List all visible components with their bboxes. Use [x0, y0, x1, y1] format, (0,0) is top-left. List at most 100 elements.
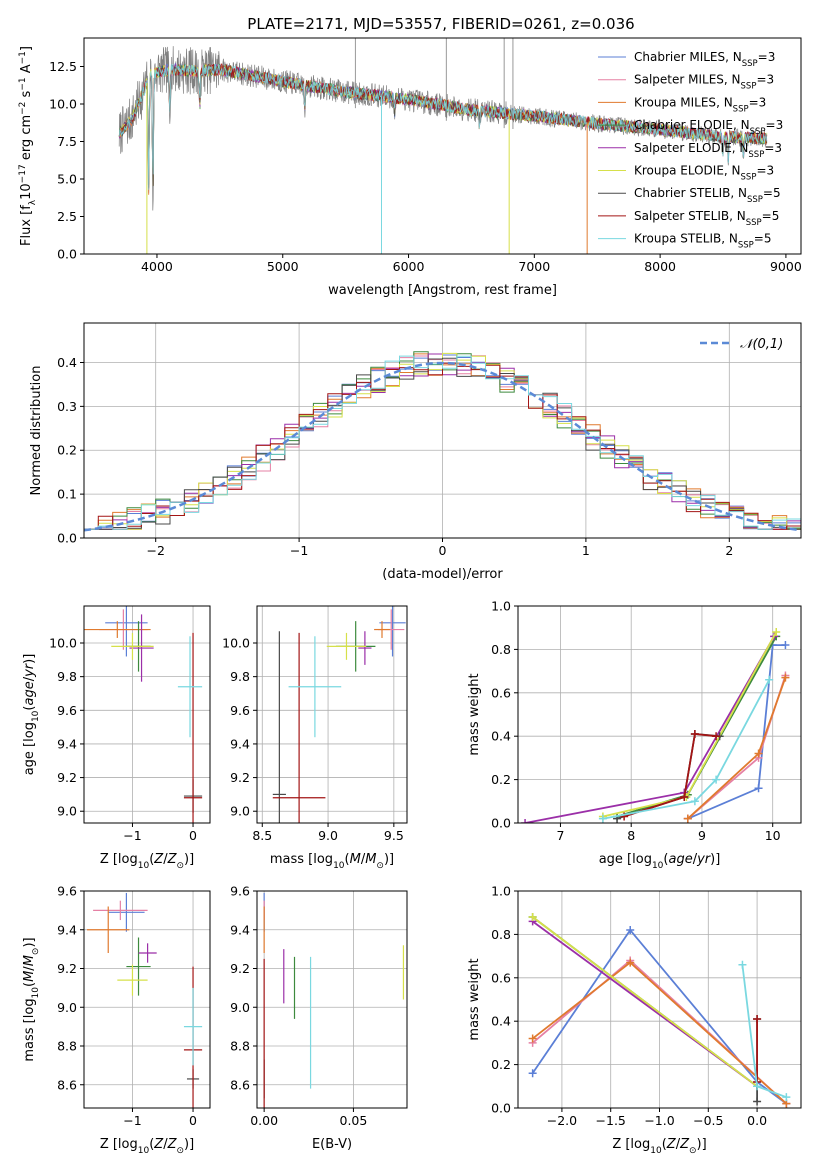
- y-tick-label: 0.0: [491, 1101, 511, 1116]
- y-tick-label: 0.6: [491, 685, 511, 700]
- x-tick-label: −2: [146, 543, 164, 558]
- x-tick-label: −1.5: [596, 1113, 626, 1128]
- weight-line-kroupa-elodie: [532, 916, 758, 1088]
- x-axis-label: mass [log10(M/M⊙)]: [270, 852, 394, 871]
- x-tick-label: −2.0: [547, 1113, 577, 1128]
- y-axis-label: mass weight: [467, 673, 482, 755]
- x-tick-label: 0: [189, 1113, 197, 1128]
- weight-marker: [528, 1034, 537, 1043]
- weight-line-chabrier-elodie: [616, 635, 777, 818]
- y-tick-label: 9.0: [230, 804, 250, 819]
- axes-frame: [256, 890, 408, 1109]
- y-tick-label: 0.2: [491, 1057, 511, 1072]
- y-axis-label: Normed distribution: [29, 366, 44, 496]
- mass-vs-metallicity-panel: −1 0 8.6 8.8 9.0 9.2 9.4 9.6 Z [log10(Z/Z⊙)] mass…: [22, 884, 211, 1156]
- x-axis-label: (data-model)/error: [382, 567, 503, 582]
- y-tick-label: 0.0: [491, 816, 511, 831]
- x-tick-label: 8000: [644, 259, 676, 274]
- weight-vs-metallicity-panel: −2.0 −1.5 −1.0 −0.5 0.0 0.0 0.2 0.4 0.6 0.8 1.0 Z […: [467, 884, 802, 1156]
- y-tick-label: 0.2: [57, 443, 77, 458]
- y-tick-label: 9.4: [230, 736, 250, 751]
- y-tick-label: 9.8: [57, 669, 77, 684]
- x-tick-label: 0.05: [340, 1113, 368, 1128]
- model-line-kroupa-stelib: [118, 63, 768, 190]
- y-tick-label: 9.4: [57, 922, 77, 937]
- x-tick-label: −1: [123, 1113, 141, 1128]
- legend-entry: Salpeter STELIB, NSSP=5: [634, 209, 779, 228]
- y-tick-label: 7.5: [57, 134, 77, 149]
- axes-frame: [83, 890, 211, 1109]
- x-axis-label: Z [log10(Z/Z⊙)]: [100, 1137, 194, 1156]
- x-tick-label: −1.0: [644, 1113, 674, 1128]
- y-tick-label: 0.4: [491, 729, 511, 744]
- y-axis-label: Flux [fλ10−17 erg cm−2 s−1 A−1]: [18, 46, 38, 246]
- residual-histogram-kroupa-stelib: [84, 355, 801, 530]
- weight-marker: [680, 792, 689, 801]
- y-tick-label: 9.0: [230, 1000, 250, 1015]
- y-tick-label: 0.3: [57, 399, 77, 414]
- axes-frame: [83, 37, 802, 255]
- x-tick-label: 0: [189, 828, 197, 843]
- y-tick-label: 1.0: [491, 599, 511, 614]
- legend-entry: 𝒩(0,1): [740, 337, 783, 352]
- mass-vs-ebv-panel: 0.00 0.05 8.6 8.8 9.0 9.2 9.4 9.6 E(B-V): [230, 884, 408, 1152]
- residual-histogram-chabrier-stelib: [84, 357, 801, 530]
- weight-marker: [781, 673, 790, 682]
- weight-marker: [782, 1093, 791, 1102]
- figure-title: PLATE=2171, MJD=53557, FIBERID=0261, z=0…: [247, 15, 634, 33]
- plot-area: [528, 913, 791, 1108]
- y-tick-label: 8.6: [57, 1077, 77, 1092]
- y-tick-label: 0.4: [491, 1014, 511, 1029]
- x-axis-label: E(B-V): [312, 1137, 352, 1152]
- y-tick-label: 0.4: [57, 355, 77, 370]
- x-tick-label: 9: [698, 828, 706, 843]
- weight-marker: [754, 749, 763, 758]
- weight-marker: [626, 926, 635, 935]
- x-tick-label: 10: [765, 828, 781, 843]
- legend-entry: Kroupa MILES, NSSP=3: [634, 95, 766, 114]
- y-tick-label: 8.8: [230, 1039, 250, 1054]
- weight-vs-age-panel: 7 8 9 10 0.0 0.2 0.4 0.6 0.8 1.0 age [log10(age/yr…: [467, 599, 802, 871]
- spectrum-panel: 4000 5000 6000 7000 8000 9000 0.0 2.5 5.0 7.5 10.0…: [18, 37, 802, 298]
- axes-frame: [83, 605, 211, 824]
- legend-entry: Chabrier STELIB, NSSP=5: [634, 186, 781, 205]
- residual-histogram-salpeter-stelib: [84, 362, 801, 530]
- weight-marker: [781, 641, 790, 650]
- weight-marker: [753, 1082, 762, 1091]
- weight-line-salpeter-elodie: [524, 635, 775, 823]
- y-tick-label: 12.5: [49, 59, 77, 74]
- weight-marker: [772, 628, 781, 637]
- y-tick-label: 8.6: [230, 1077, 250, 1092]
- y-tick-label: 1.0: [491, 884, 511, 899]
- plot-area: [84, 606, 203, 823]
- x-tick-label: 9.0: [318, 828, 338, 843]
- x-tick-label: 7: [556, 828, 564, 843]
- axes-frame: [517, 605, 802, 824]
- legend-entry: Kroupa ELODIE, NSSP=3: [634, 164, 774, 183]
- residuals-panel: −2 −1 0 1 2 0.0 0.1 0.2 0.3 0.4 (data-model)/error…: [29, 322, 802, 582]
- x-axis-label: Z [log10(Z/Z⊙)]: [612, 1137, 706, 1156]
- legend-entry: Chabrier MILES, NSSP=3: [634, 50, 775, 69]
- x-tick-label: 8: [627, 828, 635, 843]
- weight-marker: [753, 1097, 762, 1106]
- y-tick-label: 5.0: [57, 172, 77, 187]
- x-axis-label: age [log10(age/yr)]: [599, 852, 721, 871]
- y-tick-label: 0.0: [57, 531, 77, 546]
- x-tick-label: 0: [439, 543, 447, 558]
- y-tick-label: 9.4: [57, 736, 77, 751]
- x-tick-label: 4000: [141, 259, 173, 274]
- weight-marker: [712, 732, 721, 741]
- y-tick-label: 9.6: [230, 884, 250, 899]
- y-tick-label: 10.0: [49, 97, 77, 112]
- y-axis-label: mass weight: [467, 958, 482, 1040]
- x-tick-label: 0.00: [250, 1113, 278, 1128]
- weight-line-kroupa-elodie: [602, 631, 777, 818]
- model-line-chabrier-stelib: [118, 63, 768, 188]
- y-tick-label: 9.0: [57, 1000, 77, 1015]
- y-tick-label: 0.8: [491, 642, 511, 657]
- x-tick-label: 9.5: [384, 828, 404, 843]
- weight-marker: [626, 958, 635, 967]
- y-tick-label: 9.4: [230, 922, 250, 937]
- axes-frame: [256, 605, 408, 824]
